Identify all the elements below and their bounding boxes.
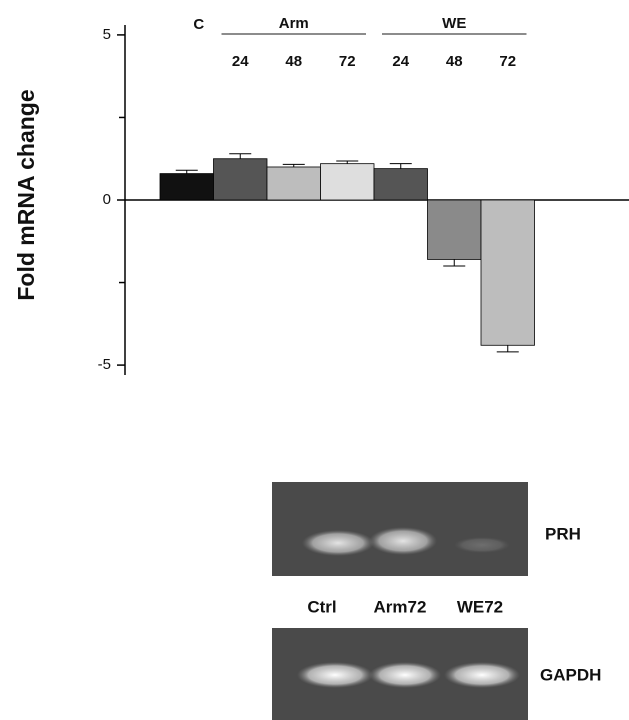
gene-label: GAPDH bbox=[540, 665, 601, 684]
band bbox=[369, 527, 437, 555]
y-tick-label: 5 bbox=[103, 26, 111, 43]
gene-label: PRH bbox=[545, 524, 581, 543]
bar bbox=[267, 167, 321, 200]
error-bar bbox=[390, 164, 412, 169]
lane-label: Ctrl bbox=[307, 597, 336, 616]
bar bbox=[321, 164, 375, 200]
bar bbox=[160, 174, 214, 200]
category-label: 48 bbox=[285, 53, 302, 70]
error-bar bbox=[497, 345, 519, 352]
group-label: Arm bbox=[279, 15, 309, 32]
category-label: 72 bbox=[339, 53, 356, 70]
y-tick-label: 0 bbox=[103, 191, 111, 208]
band bbox=[302, 530, 374, 556]
bar bbox=[214, 159, 268, 200]
page: Fold mRNA change PRH GAPDH Ctrl Arm72 WE… bbox=[0, 0, 629, 720]
category-label: 48 bbox=[446, 53, 463, 70]
band bbox=[444, 662, 520, 688]
y-tick-label: -5 bbox=[98, 356, 111, 373]
gel-panel: PRH GAPDH Ctrl Arm72 WE72 bbox=[272, 482, 601, 720]
category-label: C bbox=[193, 16, 204, 33]
bar bbox=[481, 200, 535, 345]
lane-label: WE72 bbox=[457, 597, 503, 616]
band bbox=[369, 662, 441, 688]
error-bar bbox=[443, 259, 465, 266]
category-label: 24 bbox=[232, 53, 249, 70]
band bbox=[297, 662, 373, 688]
band bbox=[454, 537, 510, 553]
category-label: 72 bbox=[499, 53, 516, 70]
group-label: WE bbox=[442, 15, 466, 32]
y-axis-label: Fold mRNA change bbox=[13, 89, 39, 300]
figure: Fold mRNA change PRH GAPDH Ctrl Arm72 WE… bbox=[0, 0, 629, 720]
error-bar bbox=[176, 170, 198, 173]
bar bbox=[428, 200, 482, 259]
error-bar bbox=[229, 154, 251, 159]
category-label: 24 bbox=[392, 53, 409, 70]
bar bbox=[374, 169, 428, 200]
lane-label: Arm72 bbox=[374, 597, 427, 616]
